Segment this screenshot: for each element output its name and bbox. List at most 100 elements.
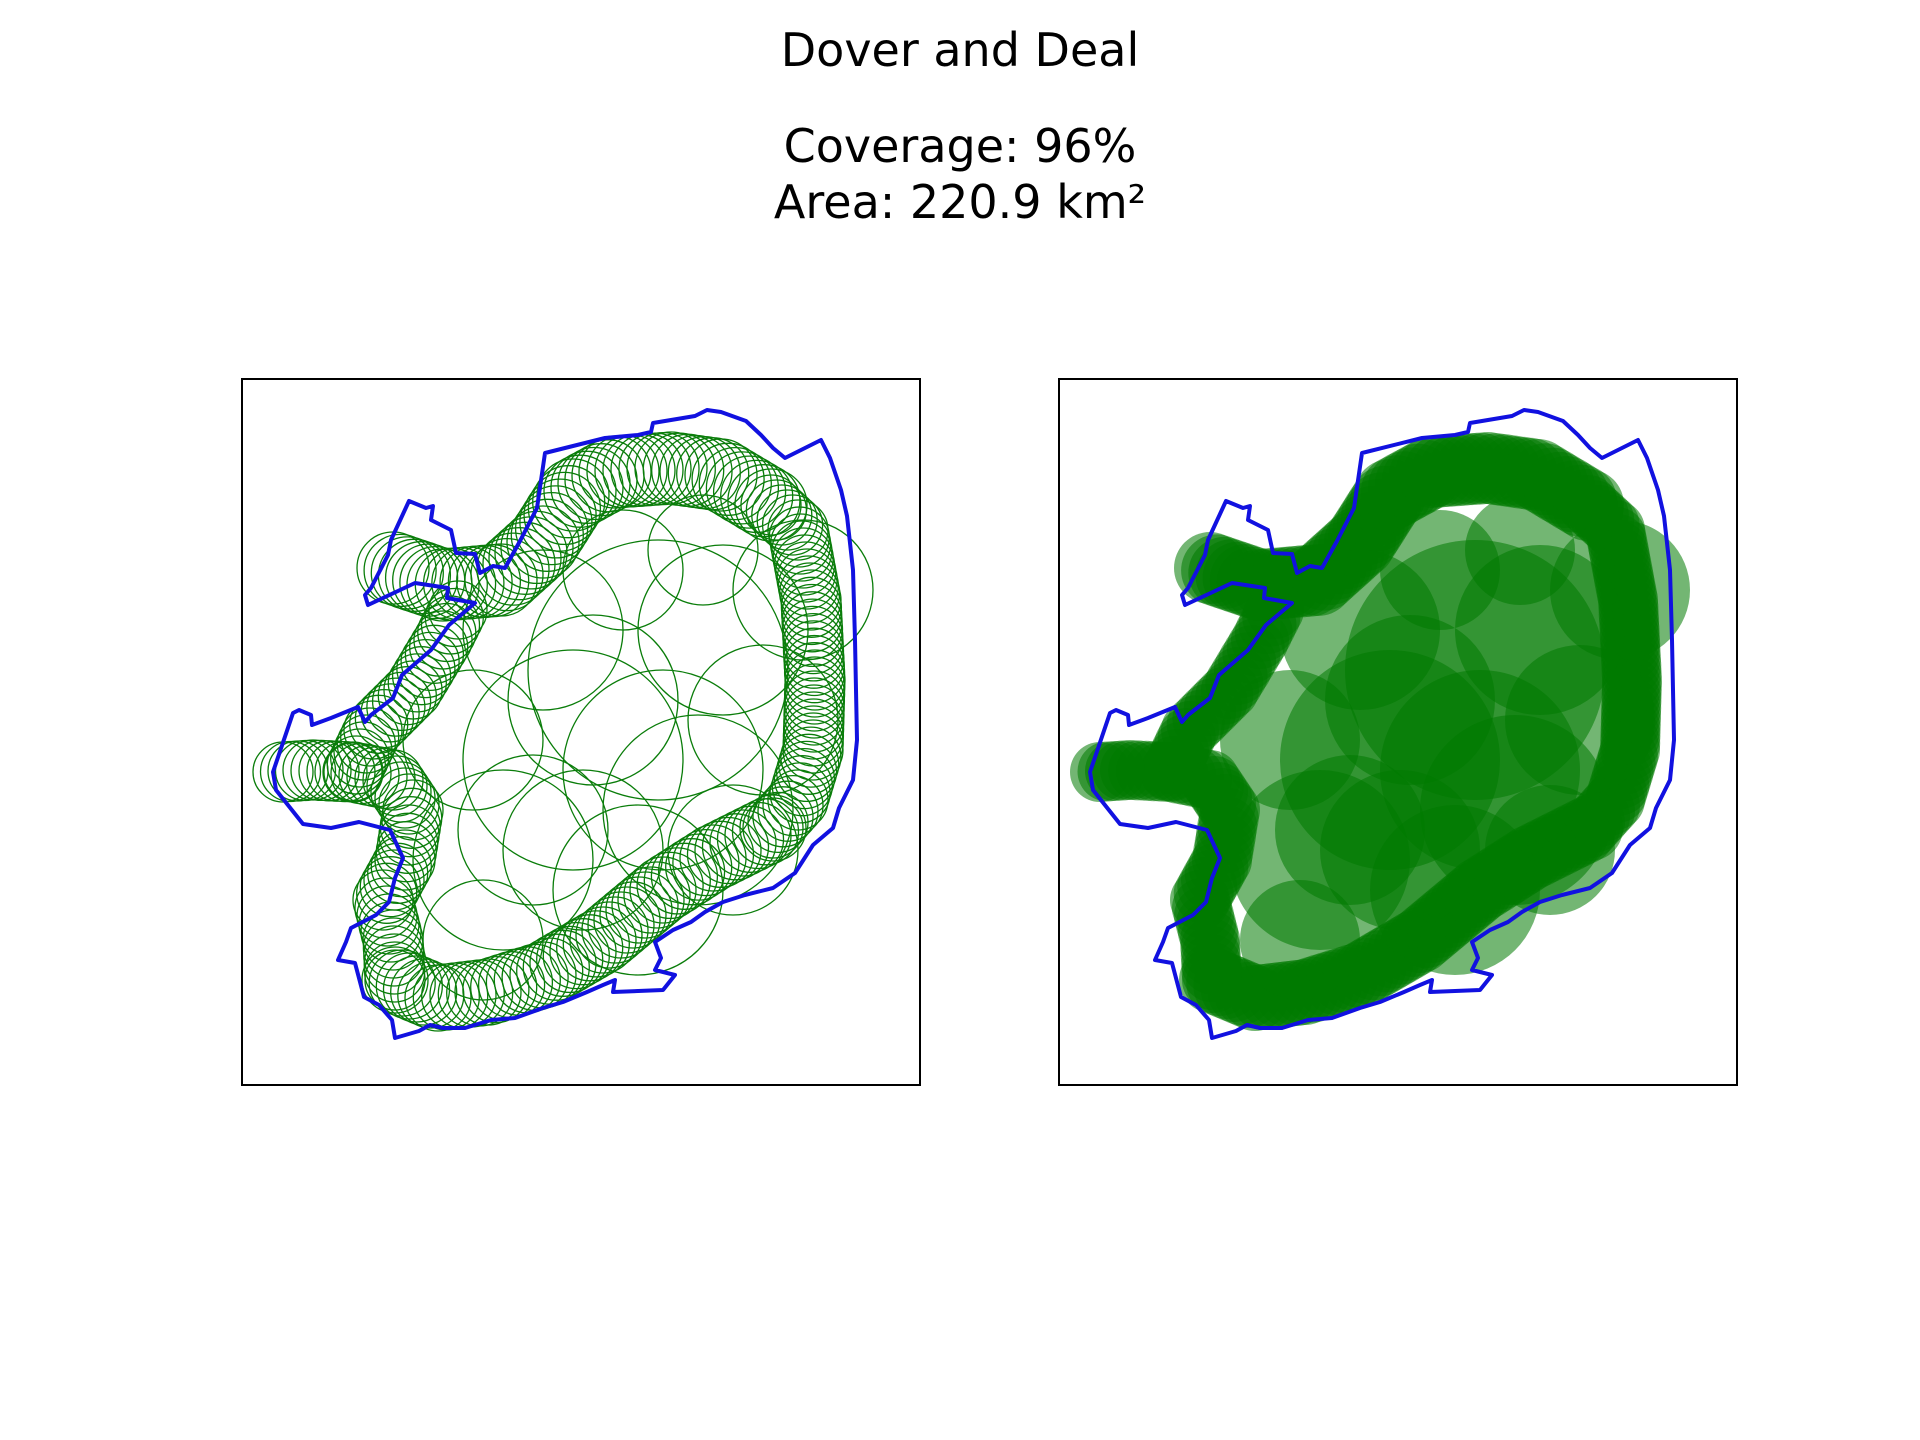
coverage-circle: [382, 955, 451, 1023]
coverage-circle: [409, 617, 469, 677]
coverage-circle: [636, 851, 704, 920]
coverage-circle: [712, 455, 787, 529]
coverage-circle: [336, 714, 396, 774]
coverage-circle: [363, 849, 425, 911]
coverage-circle: [1070, 742, 1130, 802]
coverage-circle: [617, 866, 685, 934]
coverage-circle: [507, 614, 679, 786]
coverage-circle: [705, 451, 780, 525]
coverage-circle: [599, 881, 667, 949]
coverage-circle: [404, 964, 472, 1032]
coverage-circle: [363, 925, 425, 987]
coverage-circle: [1550, 520, 1690, 660]
coverage-text: Coverage: 96%: [783, 119, 1137, 173]
coverage-circle: [364, 949, 426, 1011]
coverage-circle: [562, 910, 630, 978]
coverage-circles: [1070, 432, 1690, 1031]
coverage-circle: [1465, 495, 1575, 605]
coverage-circle: [1325, 615, 1495, 785]
coverage-circle: [698, 446, 772, 521]
coverage-circle: [290, 739, 352, 802]
coverage-circle: [457, 754, 609, 906]
coverage-circle: [605, 876, 673, 944]
coverage-circle: [775, 740, 838, 803]
coverage-circle: [519, 485, 593, 559]
coverage-circle: [761, 494, 824, 556]
coverage-circle: [780, 726, 842, 788]
coverage-circle: [562, 509, 684, 631]
coverage-circle: [611, 871, 679, 939]
area-text: Area: 220.9 km²: [773, 175, 1147, 229]
coverage-circle: [502, 769, 664, 931]
coverage-circle: [298, 740, 360, 802]
coverage-circle: [340, 707, 400, 767]
outline-coverage-map: [252, 408, 874, 1040]
coverage-circle: [575, 901, 643, 969]
coverage-circle: [667, 784, 799, 916]
coverage-circle: [665, 833, 733, 901]
coverage-circle: [422, 546, 497, 621]
coverage-circle: [650, 842, 719, 910]
coverage-circle: [549, 918, 617, 986]
coverage-circle: [542, 921, 610, 990]
coverage-circle: [552, 804, 724, 976]
coverage-circle: [1485, 785, 1615, 915]
coverage-circle: [543, 454, 617, 528]
coverage-circle: [1320, 770, 1480, 930]
filled-coverage-panel: [1058, 378, 1738, 1086]
coverage-circle: [330, 728, 390, 788]
coverage-circle: [672, 828, 740, 897]
coverage-circles: [252, 431, 874, 1032]
coverage-circle: [709, 809, 777, 877]
district-boundary: [1088, 408, 1676, 1040]
coverage-circle: [782, 719, 844, 781]
coverage-circle: [691, 442, 765, 516]
coverage-circle: [363, 941, 426, 1003]
coverage-circle: [536, 925, 604, 994]
coverage-circle: [1240, 880, 1360, 1000]
coverage-circle: [349, 694, 409, 754]
coverage-circle: [428, 580, 488, 640]
coverage-circle: [701, 813, 770, 881]
coverage-circle: [404, 624, 465, 684]
coverage-circle: [745, 479, 808, 541]
coverage-circle: [556, 914, 624, 982]
coverage-circle: [420, 595, 481, 655]
map-title: Dover and Deal: [780, 23, 1140, 77]
coverage-circle: [366, 677, 426, 737]
coverage-circle: [679, 824, 747, 892]
coverage-circle: [550, 450, 624, 524]
coverage-circle: [532, 465, 606, 539]
coverage-circle: [522, 933, 590, 1001]
coverage-circle: [363, 933, 425, 995]
coverage-circle: [527, 539, 789, 801]
coverage-circle: [359, 856, 421, 918]
coverage-circle: [354, 877, 416, 939]
district-boundary: [271, 408, 859, 1040]
coverage-circle: [368, 949, 436, 1017]
coverage-circle: [647, 494, 759, 606]
coverage-circle: [397, 961, 465, 1029]
coverage-circle: [482, 527, 556, 601]
coverage-circle: [424, 587, 484, 648]
coverage-circle: [623, 861, 691, 929]
coverage-circle: [562, 669, 764, 871]
coverage-circle: [382, 779, 444, 841]
coverage-circle: [356, 862, 418, 924]
coverage-circle: [687, 644, 839, 796]
coverage-circle: [361, 946, 429, 1014]
coverage-circle: [370, 836, 432, 898]
coverage-circle: [527, 471, 602, 546]
coverage-circle: [462, 649, 684, 871]
coverage-circle: [412, 769, 594, 951]
coverage-circle: [762, 774, 824, 837]
coverage-circle: [370, 761, 432, 823]
coverage-circle: [637, 544, 809, 716]
coverage-circle: [374, 767, 436, 829]
outline-coverage-panel: [241, 378, 921, 1086]
coverage-circle: [326, 735, 386, 795]
coverage-circle: [371, 671, 432, 732]
coverage-circle: [402, 669, 544, 811]
coverage-circle: [323, 742, 383, 802]
coverage-circle: [422, 879, 544, 1001]
